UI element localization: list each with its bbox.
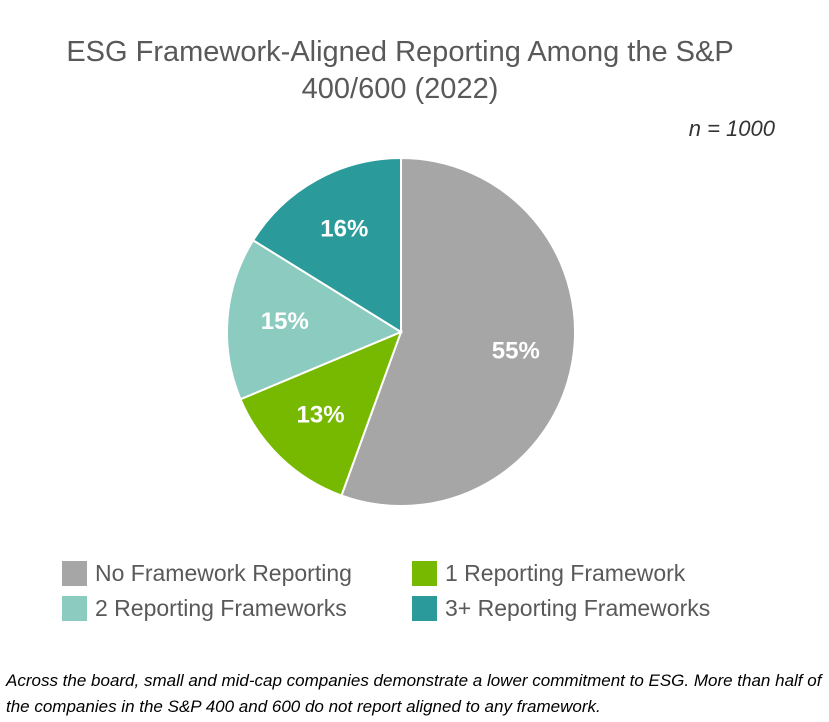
pie-slice: [239, 330, 403, 497]
legend-swatch: [412, 561, 437, 586]
chart-title: ESG Framework-Aligned Reporting Among th…: [66, 36, 734, 105]
pie-slice: [340, 156, 576, 507]
caption: Across the board, small and mid-cap comp…: [6, 671, 822, 716]
legend-item: 2 Reporting Frameworks: [62, 595, 347, 622]
legend-swatch: [62, 596, 87, 621]
pie-slice: [226, 238, 404, 401]
pie-slice: [251, 156, 402, 334]
legend-label: No Framework Reporting: [95, 560, 352, 586]
annotation: n = 1000: [688, 116, 775, 141]
legend-item: No Framework Reporting: [62, 560, 352, 587]
data-label: 13%: [297, 402, 345, 429]
data-label: 15%: [261, 308, 309, 335]
legend-item: 1 Reporting Framework: [412, 560, 685, 587]
legend-label: 2 Reporting Frameworks: [95, 595, 347, 621]
data-label: 55%: [492, 338, 540, 365]
legend-label: 1 Reporting Framework: [445, 560, 686, 586]
legend-label: 3+ Reporting Frameworks: [445, 595, 711, 621]
data-label: 16%: [320, 215, 368, 242]
legend-swatch: [62, 561, 87, 586]
chart: 55% 13% 15% 16%: [226, 156, 576, 507]
legend-swatch: [412, 596, 437, 621]
legend-item: 3+ Reporting Frameworks: [412, 595, 710, 622]
